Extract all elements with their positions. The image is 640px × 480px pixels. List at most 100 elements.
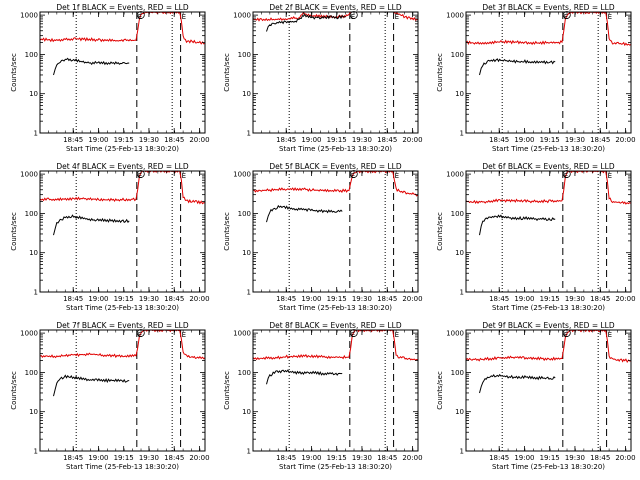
y-tick-label: 1000 bbox=[20, 171, 38, 179]
series-events-line bbox=[53, 374, 130, 397]
x-tick-label: 20:00 bbox=[615, 136, 635, 144]
x-tick-label: 18:45 bbox=[63, 295, 83, 303]
x-tick-label: 19:00 bbox=[514, 136, 534, 144]
y-tick-label: 100 bbox=[25, 369, 38, 377]
x-tick-label: 18:45 bbox=[489, 295, 509, 303]
event-marker-label: E bbox=[138, 13, 142, 21]
event-marker-label: E bbox=[351, 13, 355, 21]
series-events-line bbox=[53, 57, 130, 76]
x-tick-label: 20:00 bbox=[402, 136, 422, 144]
panel-title: Det 3f BLACK = Events, RED = LLD bbox=[482, 3, 615, 12]
x-tick-label: 18:45 bbox=[276, 136, 296, 144]
x-tick-label: 19:15 bbox=[540, 136, 560, 144]
y-tick-label: 100 bbox=[238, 369, 251, 377]
y-tick-label: 100 bbox=[451, 210, 464, 218]
x-tick-label: 19:00 bbox=[301, 295, 321, 303]
x-tick-label: 20:00 bbox=[189, 295, 209, 303]
y-tick-label: 10 bbox=[455, 249, 464, 257]
y-tick-label: 10 bbox=[242, 249, 251, 257]
x-tick-label: 19:00 bbox=[88, 295, 108, 303]
event-marker-label: E bbox=[182, 172, 186, 180]
event-marker-label: E bbox=[564, 331, 568, 339]
x-axis-label: Start Time (25-Feb-13 18:30:20) bbox=[492, 145, 605, 153]
x-tick-label: 19:30 bbox=[139, 136, 159, 144]
y-tick-label: 10 bbox=[29, 90, 38, 98]
y-tick-label: 100 bbox=[25, 210, 38, 218]
panel-title: Det 9f BLACK = Events, RED = LLD bbox=[482, 321, 615, 330]
x-tick-label: 20:00 bbox=[189, 454, 209, 462]
x-tick-label: 20:00 bbox=[189, 136, 209, 144]
series-lld-line bbox=[253, 12, 418, 22]
x-tick-label: 18:45 bbox=[489, 136, 509, 144]
x-tick-label: 19:30 bbox=[352, 136, 372, 144]
event-marker-label: E bbox=[351, 331, 355, 339]
y-axis-label: Counts/sec bbox=[10, 53, 18, 92]
panel-title: Det 6f BLACK = Events, RED = LLD bbox=[482, 162, 615, 171]
event-marker-label: E bbox=[395, 13, 399, 21]
x-tick-label: 18:45 bbox=[164, 136, 184, 144]
series-events-line bbox=[266, 204, 343, 223]
y-tick-label: 1 bbox=[34, 130, 38, 138]
x-axis-label: Start Time (25-Feb-13 18:30:20) bbox=[492, 304, 605, 312]
y-axis-label: Counts/sec bbox=[436, 212, 444, 251]
plot-frame bbox=[39, 329, 206, 452]
plot-frame bbox=[39, 170, 206, 293]
x-axis-label: Start Time (25-Feb-13 18:30:20) bbox=[66, 304, 179, 312]
event-marker-label: E bbox=[138, 172, 142, 180]
x-axis-label: Start Time (25-Feb-13 18:30:20) bbox=[279, 304, 392, 312]
panel-title: Det 2f BLACK = Events, RED = LLD bbox=[269, 3, 402, 12]
panel-title: Det 1f BLACK = Events, RED = LLD bbox=[56, 3, 189, 12]
y-tick-label: 1000 bbox=[233, 330, 251, 338]
x-tick-label: 20:00 bbox=[402, 295, 422, 303]
series-lld-line bbox=[253, 330, 418, 361]
y-axis-label: Counts/sec bbox=[436, 53, 444, 92]
x-tick-label: 18:45 bbox=[276, 454, 296, 462]
y-tick-label: 1 bbox=[247, 130, 251, 138]
series-lld-line bbox=[40, 171, 205, 205]
y-tick-label: 1000 bbox=[233, 12, 251, 20]
y-tick-label: 10 bbox=[242, 90, 251, 98]
x-tick-label: 19:30 bbox=[565, 136, 585, 144]
x-tick-label: 19:15 bbox=[114, 454, 134, 462]
x-tick-label: 19:30 bbox=[352, 454, 372, 462]
series-events-line bbox=[266, 369, 343, 385]
x-tick-label: 19:00 bbox=[514, 295, 534, 303]
event-marker-label: E bbox=[608, 13, 612, 21]
x-tick-label: 19:30 bbox=[139, 295, 159, 303]
y-tick-label: 1 bbox=[34, 448, 38, 456]
event-marker-label: E bbox=[351, 172, 355, 180]
x-tick-label: 18:45 bbox=[377, 136, 397, 144]
y-tick-label: 100 bbox=[238, 51, 251, 59]
x-tick-label: 18:45 bbox=[63, 454, 83, 462]
panel-title: Det 8f BLACK = Events, RED = LLD bbox=[269, 321, 402, 330]
event-marker-label: E bbox=[564, 172, 568, 180]
x-tick-label: 20:00 bbox=[615, 454, 635, 462]
y-tick-label: 1000 bbox=[446, 330, 464, 338]
x-tick-label: 18:45 bbox=[164, 295, 184, 303]
plot-frame bbox=[39, 11, 206, 134]
event-marker-label: E bbox=[182, 13, 186, 21]
x-tick-label: 19:30 bbox=[139, 454, 159, 462]
x-tick-label: 19:00 bbox=[301, 136, 321, 144]
x-tick-label: 19:30 bbox=[565, 454, 585, 462]
y-axis-label: Counts/sec bbox=[436, 371, 444, 410]
x-tick-label: 18:45 bbox=[276, 295, 296, 303]
y-tick-label: 100 bbox=[451, 51, 464, 59]
y-tick-label: 1000 bbox=[233, 171, 251, 179]
x-tick-label: 19:15 bbox=[327, 454, 347, 462]
y-axis-label: Counts/sec bbox=[10, 371, 18, 410]
series-events-line bbox=[479, 373, 556, 394]
y-axis-label: Counts/sec bbox=[223, 53, 231, 92]
y-tick-label: 10 bbox=[455, 408, 464, 416]
x-tick-label: 19:00 bbox=[514, 454, 534, 462]
y-tick-label: 100 bbox=[451, 369, 464, 377]
series-events-line bbox=[266, 13, 346, 32]
y-tick-label: 1000 bbox=[446, 171, 464, 179]
y-tick-label: 10 bbox=[29, 249, 38, 257]
